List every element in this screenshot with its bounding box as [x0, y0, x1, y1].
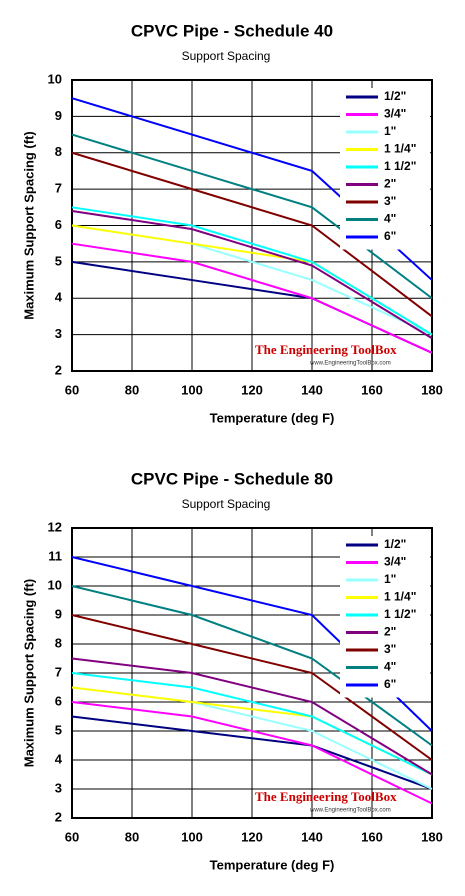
chart-title: CPVC Pipe - Schedule 80 — [131, 469, 333, 488]
data-line — [71, 133, 433, 300]
y-tick-label: 11 — [48, 548, 62, 563]
y-tick-label: 10 — [48, 71, 62, 86]
y-tick-label: 8 — [55, 144, 62, 159]
y-tick-label: 7 — [55, 181, 62, 196]
y-tick-label: 9 — [55, 606, 62, 621]
chart-subtitle: Support Spacing — [182, 49, 271, 63]
x-tick-label: 160 — [361, 382, 383, 397]
y-tick-label: 6 — [55, 217, 62, 232]
y-tick-label: 4 — [55, 751, 63, 766]
data-line — [71, 585, 433, 747]
x-tick-label: 60 — [65, 382, 79, 397]
y-tick-label: 6 — [55, 693, 62, 708]
legend-label: 1 1/2" — [384, 159, 416, 173]
legend-label: 1/2" — [384, 89, 406, 103]
legend-label: 1/2" — [384, 537, 406, 551]
data-line — [71, 657, 433, 776]
chart-title: CPVC Pipe - Schedule 40 — [131, 21, 333, 40]
data-line — [71, 206, 433, 336]
legend-label: 1 1/2" — [384, 607, 416, 621]
x-tick-label: 100 — [181, 829, 203, 844]
legend-label: 1" — [384, 124, 396, 138]
watermark: The Engineering ToolBox — [255, 342, 397, 357]
chart-subtitle: Support Spacing — [182, 497, 271, 511]
y-tick-label: 9 — [55, 108, 62, 123]
y-tick-label: 12 — [48, 519, 62, 534]
legend-label: 1 1/4" — [384, 142, 416, 156]
x-axis-label: Temperature (deg F) — [210, 410, 335, 425]
x-tick-label: 140 — [301, 829, 323, 844]
data-line — [71, 209, 433, 340]
x-tick-label: 120 — [241, 829, 263, 844]
legend-label: 3/4" — [384, 555, 406, 569]
legend-label: 4" — [384, 660, 396, 674]
watermark: The Engineering ToolBox — [255, 789, 397, 804]
legend-label: 2" — [384, 177, 396, 191]
y-tick-label: 3 — [55, 780, 62, 795]
x-tick-label: 180 — [421, 829, 443, 844]
x-tick-label: 160 — [361, 829, 383, 844]
data-line — [71, 715, 433, 790]
x-tick-label: 140 — [301, 382, 323, 397]
y-tick-label: 2 — [55, 362, 62, 377]
x-tick-label: 60 — [65, 829, 79, 844]
legend-label: 4" — [384, 212, 396, 226]
data-line — [71, 242, 433, 354]
y-tick-label: 8 — [55, 635, 62, 650]
x-tick-label: 100 — [181, 382, 203, 397]
x-tick-label: 80 — [125, 382, 139, 397]
y-tick-label: 10 — [48, 577, 62, 592]
y-tick-label: 2 — [55, 809, 62, 824]
legend-label: 2" — [384, 625, 396, 639]
legend-label: 6" — [384, 229, 396, 243]
legend-label: 3/4" — [384, 107, 406, 121]
x-tick-label: 180 — [421, 382, 443, 397]
x-axis-label: Temperature (deg F) — [210, 857, 335, 872]
y-tick-label: 5 — [55, 722, 62, 737]
y-tick-label: 7 — [55, 664, 62, 679]
legend-label: 3" — [384, 194, 396, 208]
x-tick-label: 120 — [241, 382, 263, 397]
y-axis-label: Maximum Support Spacing (ft) — [21, 579, 36, 768]
data-line — [71, 614, 433, 761]
watermark-url: www.EngineeringToolBox.com — [309, 808, 391, 814]
y-tick-label: 3 — [55, 326, 62, 341]
legend-label: 1" — [384, 572, 396, 586]
y-tick-label: 4 — [55, 290, 63, 305]
data-line — [71, 701, 433, 805]
data-line — [71, 151, 433, 318]
y-axis-label: Maximum Support Spacing (ft) — [21, 131, 36, 320]
legend-label: 6" — [384, 677, 396, 691]
legend-label: 3" — [384, 642, 396, 656]
legend-label: 1 1/4" — [384, 590, 416, 604]
watermark-url: www.EngineeringToolBox.com — [309, 361, 391, 367]
data-line — [71, 672, 433, 776]
y-tick-label: 5 — [55, 253, 62, 268]
x-tick-label: 80 — [125, 829, 139, 844]
